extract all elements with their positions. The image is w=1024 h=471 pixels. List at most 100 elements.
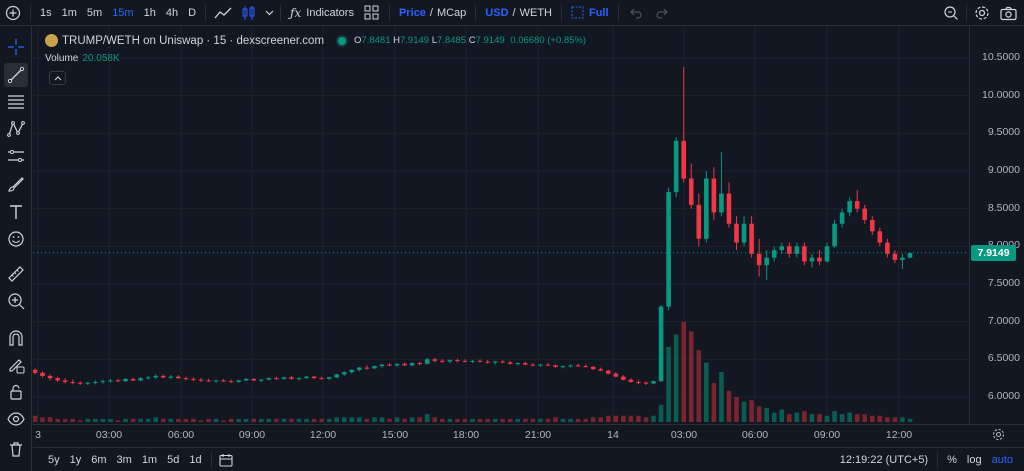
candle-up	[236, 380, 241, 382]
candle-up	[153, 375, 158, 378]
time-axis[interactable]: 3 03:00 06:00 09:00 12:00 15:00 18:00 21:00 14 03…	[33, 424, 1024, 444]
interval-4h[interactable]: 4h	[165, 6, 179, 19]
time-tick-label: 14	[607, 429, 619, 441]
fib-retracement-icon[interactable]	[4, 90, 28, 114]
low-key: L	[431, 35, 437, 46]
volume-bar	[319, 418, 324, 422]
interval-5m[interactable]: 5m	[86, 6, 103, 19]
text-icon[interactable]	[4, 200, 28, 224]
candle-down	[160, 375, 166, 378]
forecast-icon[interactable]	[4, 144, 28, 168]
chart-settings-icon[interactable]	[992, 428, 1005, 444]
volume-bar	[334, 417, 340, 422]
volume-bar	[719, 372, 724, 422]
close-key: C	[468, 35, 476, 46]
volume-bar	[681, 322, 687, 422]
pattern-icon[interactable]	[4, 117, 28, 141]
time-tick-label: 21:00	[524, 429, 552, 441]
symbol-title[interactable]: TRUMP/WETH on Uniswap · 15 · dexscreener…	[62, 34, 325, 47]
price-tick-label: 9.5000	[987, 126, 1020, 139]
interval-D[interactable]: D	[188, 6, 197, 19]
range-1m[interactable]: 1m	[141, 453, 158, 466]
volume-bar	[771, 412, 777, 422]
interval-group: 1s 1m 5m 15m 1h 4h D	[35, 0, 201, 26]
ohlc-values: O7.8481 H7.9149 L7.8485 C7.9149 0.06680 …	[354, 35, 586, 46]
indicators-button[interactable]: ƒx Indicators	[285, 0, 359, 26]
eye-icon[interactable]	[4, 407, 28, 431]
volume-bar	[100, 418, 106, 422]
usd-option[interactable]: USD	[485, 6, 509, 19]
price-mcap-toggle[interactable]: Price / MCap	[394, 0, 471, 26]
candle-up	[560, 366, 566, 368]
currency-toggle[interactable]: USD / WETH	[480, 0, 557, 26]
candle-up	[907, 253, 913, 258]
price-axis[interactable]: 10.500010.00009.50009.00008.50008.00007.…	[969, 26, 1024, 424]
add-symbol-icon[interactable]	[0, 0, 26, 26]
range-5y[interactable]: 5y	[48, 453, 60, 466]
volume-bar	[538, 418, 543, 422]
interval-1s[interactable]: 1s	[40, 6, 52, 19]
candle-down	[507, 362, 513, 364]
interval-1h[interactable]: 1h	[143, 6, 156, 19]
auto-toggle[interactable]: auto	[991, 453, 1013, 466]
weth-option[interactable]: WETH	[519, 6, 552, 19]
lock-icon[interactable]	[4, 380, 28, 404]
chevron-down-icon[interactable]	[262, 0, 276, 26]
delete-icon[interactable]	[4, 437, 28, 461]
clock[interactable]: 12:19:22 (UTC+5)	[839, 453, 929, 466]
brush-icon[interactable]	[4, 172, 28, 196]
candle-up	[409, 363, 415, 366]
price-tick-label: 6.0000	[987, 390, 1020, 402]
time-tick-label: 06:00	[741, 429, 769, 441]
full-button[interactable]: Full	[566, 0, 614, 26]
percent-toggle[interactable]: %	[947, 453, 957, 466]
zoom-in-icon[interactable]	[4, 289, 28, 313]
log-toggle[interactable]: log	[966, 453, 982, 466]
magnet-icon[interactable]	[4, 326, 28, 350]
mcap-option[interactable]: MCap	[436, 6, 467, 19]
stay-drawing-icon[interactable]	[4, 353, 28, 377]
range-1d[interactable]: 1d	[189, 453, 202, 466]
quick-search-icon[interactable]	[938, 0, 964, 26]
volume-bar	[379, 417, 385, 422]
goto-date-icon[interactable]	[216, 453, 236, 467]
camera-icon[interactable]	[995, 0, 1021, 26]
emoji-icon[interactable]	[4, 227, 28, 251]
price-option[interactable]: Price	[398, 6, 426, 19]
volume-bar	[643, 417, 649, 422]
range-3m[interactable]: 3m	[116, 453, 132, 466]
settings-icon[interactable]	[969, 0, 995, 26]
token-logo[interactable]	[45, 34, 58, 47]
volume-label: Volume	[45, 53, 79, 64]
candle-down	[417, 363, 422, 365]
layouts-icon[interactable]	[359, 0, 385, 26]
undo-icon[interactable]	[623, 0, 649, 26]
ruler-icon[interactable]	[4, 262, 28, 286]
range-6m[interactable]: 6m	[91, 453, 107, 466]
interval-15m[interactable]: 15m	[112, 6, 134, 19]
redo-icon[interactable]	[649, 0, 675, 26]
trend-line-icon[interactable]	[4, 63, 28, 87]
candle-down	[575, 365, 581, 367]
interval-1m[interactable]: 1m	[61, 6, 77, 19]
candle-down	[734, 223, 739, 243]
line-chart-icon[interactable]	[210, 0, 236, 26]
range-1y[interactable]: 1y	[69, 453, 82, 466]
range-5d[interactable]: 5d	[167, 453, 180, 466]
collapse-legend-button[interactable]	[49, 71, 66, 85]
candle-down	[787, 246, 792, 254]
price-chart[interactable]	[33, 26, 969, 424]
volume-bar	[688, 331, 694, 422]
volume-bar	[711, 382, 717, 422]
crosshair-icon[interactable]	[4, 35, 28, 59]
volume-bar	[289, 418, 294, 422]
price-tick-label: 6.5000	[987, 352, 1020, 365]
volume-bar	[568, 418, 573, 422]
candle-down	[402, 363, 407, 366]
volume-bar	[553, 417, 558, 422]
candles-icon[interactable]	[236, 0, 262, 26]
candle-down	[885, 242, 890, 254]
candle-down	[628, 379, 634, 382]
candle-up	[123, 378, 128, 382]
time-tick-label: 18:00	[452, 429, 480, 441]
